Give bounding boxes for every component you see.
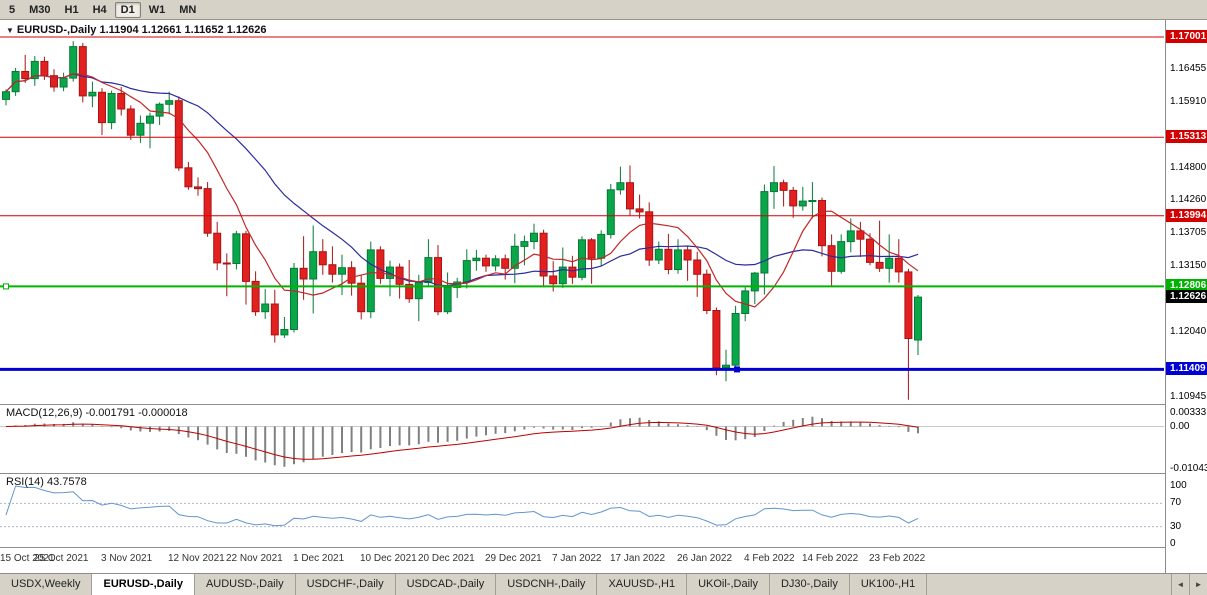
chart-tabbar: USDX,Weekly EURUSD-,Daily AUDUSD-,Daily USD… [0,573,1207,595]
date-label: 1 Dec 2021 [293,553,345,564]
tab-eurusd-daily[interactable]: EURUSD-,Daily [92,574,195,595]
rsi-label: RSI(14) 43.7578 [6,476,87,488]
tab-usdx-weekly[interactable]: USDX,Weekly [0,574,93,595]
rsi-axis-tick: 0 [1170,538,1176,549]
chart-ohlc-values: 1.11904 1.12661 1.11652 1.12626 [99,24,267,36]
date-label: 4 Feb 2022 [744,553,795,564]
tab-scroll-left-icon[interactable]: ◄ [1171,574,1189,595]
pane-separator[interactable] [0,404,1207,405]
tab-ukoil-daily[interactable]: UKOil-,Daily [687,574,770,595]
price-axis-tick: 1.14260 [1170,194,1207,205]
tab-xauusd-h1[interactable]: XAUUSD-,H1 [597,574,688,595]
date-label: 14 Feb 2022 [802,553,859,564]
price-badge-1-11409: 1.11409 [1166,362,1207,375]
chart-header: ▼ EURUSD-,Daily 1.11904 1.12661 1.11652 1… [6,24,266,36]
date-label: 22 Nov 2021 [226,553,283,564]
chart-tabs: USDX,Weekly EURUSD-,Daily AUDUSD-,Daily USD… [0,574,928,595]
price-axis-tick: 1.13150 [1170,260,1207,271]
timeframe-button-h1[interactable]: H1 [64,3,79,16]
date-label: 12 Nov 2021 [168,553,225,564]
line-handle[interactable] [3,283,9,290]
tab-usdcnh-daily[interactable]: USDCNH-,Daily [496,574,598,595]
candlestick-chart-canvas[interactable] [0,20,1165,404]
collapse-triangle-icon[interactable]: ▼ [6,26,14,35]
timeframe-button-m30[interactable]: M30 [29,3,51,16]
timeframe-button-5[interactable]: 5 [9,3,16,16]
tab-scroll-right-icon[interactable]: ► [1189,574,1207,595]
date-label: 26 Jan 2022 [677,553,733,564]
tab-usdcad-daily[interactable]: USDCAD-,Daily [396,574,497,595]
date-label: 25 Oct 2021 [34,553,89,564]
line-handle[interactable] [734,366,740,373]
macd-axis-tick: -0.010439 [1170,463,1207,474]
macd-histogram [14,416,919,467]
date-label: 3 Nov 2021 [101,553,153,564]
macd-chart-canvas[interactable] [0,405,1165,473]
chart-symbol-label: EURUSD-,Daily [16,24,97,36]
rsi-axis-tick: 30 [1170,521,1182,532]
date-label: 23 Feb 2022 [869,553,926,564]
timeframe-button-mn[interactable]: MN [179,3,197,16]
price-badge-1-17001: 1.17001 [1166,30,1207,43]
price-badge-1-15313: 1.15313 [1166,130,1207,143]
price-axis-tick: 1.15910 [1170,96,1207,107]
price-axis-tick: 1.16455 [1170,63,1207,74]
date-label: 7 Jan 2022 [552,553,602,564]
price-axis-tick: 1.14800 [1170,162,1207,173]
candles [2,41,922,400]
timeframe-button-h4[interactable]: H4 [92,3,107,16]
date-label: 17 Jan 2022 [610,553,666,564]
timeframe-button-w1[interactable]: W1 [148,3,166,16]
tab-uk100-h1[interactable]: UK100-,H1 [850,574,928,595]
macd-signal-line [5,421,919,460]
pane-separator[interactable] [0,473,1207,474]
tab-audusd-daily[interactable]: AUDUSD-,Daily [195,574,296,595]
timeframe-toolbar: 5 M30 H1 H4 D1 W1 MN [0,0,1207,20]
ma-slow-line [5,73,919,287]
price-axis-tick: 1.10945 [1170,391,1207,402]
price-axis-tick: 1.13705 [1170,227,1207,238]
tab-usdchf-daily[interactable]: USDCHF-,Daily [296,574,396,595]
date-label: 20 Dec 2021 [418,553,475,564]
macd-label: MACD(12,26,9) -0.001791 -0.000018 [6,407,188,419]
tab-dj30-daily[interactable]: DJ30-,Daily [770,574,850,595]
rsi-chart-canvas[interactable] [0,474,1165,547]
price-badge-1-12626: 1.12626 [1166,290,1207,303]
price-badge-1-12806: 1.12806 [1166,279,1207,292]
ma-fast-line [5,73,919,308]
macd-axis-tick: 0.003331 [1170,407,1207,418]
rsi-axis-tick: 70 [1170,497,1182,508]
date-axis[interactable]: 15 Oct 2021 25 Oct 2021 3 Nov 2021 12 Nov 2… [0,548,1165,573]
pane-separator [0,547,1207,548]
chart-region: ▼ EURUSD-,Daily 1.11904 1.12661 1.11652 1… [0,20,1207,573]
date-label: 15 Oct 2021 [0,553,55,564]
price-axis-tick: 1.12040 [1170,326,1207,337]
date-label: 10 Dec 2021 [360,553,417,564]
timeframe-button-d1[interactable]: D1 [114,1,141,18]
date-label: 29 Dec 2021 [485,553,542,564]
tab-scroll-buttons: ◄ ► [1171,574,1207,595]
price-axis[interactable]: 1.16455 1.15910 1.14800 1.14260 1.13705 1.131… [1165,20,1207,573]
price-badge-1-13994: 1.13994 [1166,209,1207,222]
macd-axis-tick: 0.00 [1170,421,1190,432]
rsi-axis-tick: 100 [1170,480,1187,491]
rsi-line [5,485,919,527]
